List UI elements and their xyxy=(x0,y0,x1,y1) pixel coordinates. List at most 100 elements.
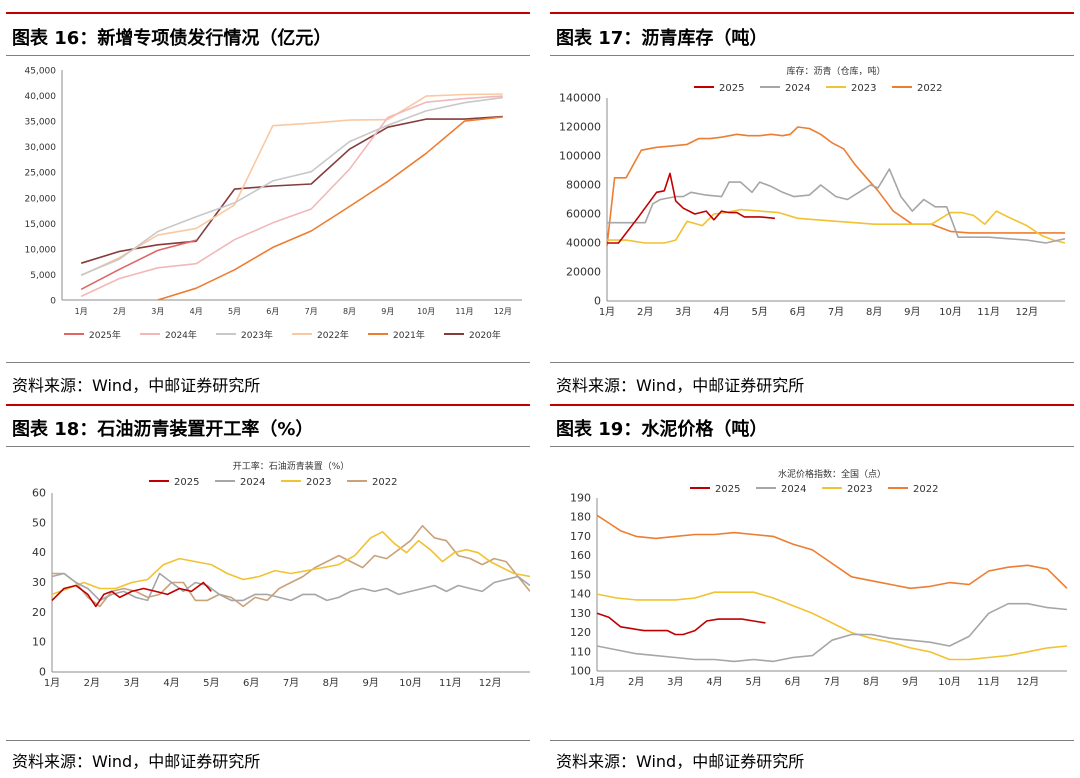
y-tick-label: 150 xyxy=(570,568,591,581)
chart-title: 开工率：石油沥青装置（%） xyxy=(233,460,350,472)
series-line-2023 xyxy=(607,208,1066,244)
source-note: 资料来源：Wind，中邮证券研究所 xyxy=(12,376,261,395)
panel-source-rule xyxy=(550,740,1074,741)
legend-label: 2022 xyxy=(372,477,397,488)
x-tick-label: 8月 xyxy=(866,306,882,318)
series-line-2025 xyxy=(607,172,775,244)
x-tick-label: 1月 xyxy=(589,676,605,688)
x-tick-label: 8月 xyxy=(323,677,339,689)
legend-label: 2022年 xyxy=(317,329,349,341)
series-line-2021年 xyxy=(157,116,503,301)
legend-label: 2025 xyxy=(174,477,199,488)
x-tick-label: 10月 xyxy=(417,307,435,316)
panel-top-rule xyxy=(550,404,1074,406)
x-tick-label: 7月 xyxy=(283,677,299,689)
x-tick-label: 3月 xyxy=(151,307,164,316)
series-line-2024年 xyxy=(80,95,503,298)
x-tick-label: 11月 xyxy=(977,676,1000,688)
y-tick-label: 5,000 xyxy=(30,271,56,281)
x-tick-label: 1月 xyxy=(44,677,60,689)
y-tick-label: 40 xyxy=(32,546,46,559)
x-tick-label: 2月 xyxy=(637,306,653,318)
source-note: 资料来源：Wind，中邮证券研究所 xyxy=(556,752,805,771)
y-tick-label: 40,000 xyxy=(25,92,57,102)
x-tick-label: 3月 xyxy=(675,306,691,318)
panel-top-rule xyxy=(6,404,530,406)
panel-title: 图表 18：石油沥青装置开工率（%） xyxy=(12,419,314,440)
x-tick-label: 5月 xyxy=(228,307,241,316)
legend-label: 2024年 xyxy=(165,329,197,341)
series-line-2025 xyxy=(51,581,212,608)
y-tick-label: 160 xyxy=(570,549,591,562)
x-tick-label: 9月 xyxy=(904,306,920,318)
y-tick-label: 80000 xyxy=(566,179,601,192)
legend-label: 2025 xyxy=(715,484,740,495)
x-tick-label: 6月 xyxy=(785,676,801,688)
panel-title-rule xyxy=(550,55,1074,56)
y-tick-label: 190 xyxy=(570,492,591,505)
legend-label: 2020年 xyxy=(469,329,501,341)
y-tick-label: 60 xyxy=(32,487,46,500)
chart-title: 库存：沥青（仓库，吨） xyxy=(786,65,885,77)
x-tick-label: 6月 xyxy=(266,307,279,316)
legend-label: 2021年 xyxy=(393,329,425,341)
y-tick-label: 15,000 xyxy=(25,220,57,230)
y-tick-label: 30 xyxy=(32,576,46,589)
y-tick-label: 40000 xyxy=(566,237,601,250)
y-tick-label: 50 xyxy=(32,516,46,529)
x-tick-label: 5月 xyxy=(745,676,761,688)
y-tick-label: 10,000 xyxy=(25,245,57,255)
y-tick-label: 140000 xyxy=(559,92,601,105)
x-tick-label: 10月 xyxy=(399,677,422,689)
legend-label: 2024 xyxy=(781,484,806,495)
y-tick-label: 10 xyxy=(32,636,46,649)
x-tick-label: 8月 xyxy=(343,307,356,316)
source-note: 资料来源：Wind，中邮证券研究所 xyxy=(556,376,805,395)
series-line-2022年 xyxy=(80,93,503,277)
y-tick-label: 35,000 xyxy=(25,118,57,128)
series-line-2022 xyxy=(52,525,530,608)
series-line-2023 xyxy=(596,591,1068,661)
x-tick-label: 3月 xyxy=(667,676,683,688)
y-tick-label: 20000 xyxy=(566,266,601,279)
y-tick-label: 0 xyxy=(39,666,46,679)
series-line-2022 xyxy=(606,126,1065,246)
y-tick-label: 45,000 xyxy=(25,67,57,77)
x-tick-label: 11月 xyxy=(977,306,1000,318)
x-tick-label: 11月 xyxy=(455,307,473,316)
legend-label: 2022 xyxy=(917,83,942,94)
x-tick-label: 1月 xyxy=(599,306,615,318)
x-tick-label: 2月 xyxy=(113,307,126,316)
legend-label: 2023 xyxy=(851,83,876,94)
x-tick-label: 12月 xyxy=(1016,676,1039,688)
chart-19: 水泥价格指数：全国（点） 100 110 120 130 140 150 160 170 180 1… xyxy=(570,468,1068,688)
y-tick-label: 25,000 xyxy=(25,169,57,179)
y-tick-label: 120000 xyxy=(559,121,601,134)
source-note: 资料来源：Wind，中邮证券研究所 xyxy=(12,752,261,771)
x-tick-label: 10月 xyxy=(939,306,962,318)
y-tick-label: 20 xyxy=(32,606,46,619)
y-tick-label: 110 xyxy=(570,645,591,658)
y-tick-label: 140 xyxy=(570,588,591,601)
chart-17: 库存：沥青（仓库，吨） 0 20000 40000 60000 80000 100000 12… xyxy=(559,65,1066,318)
legend-label: 2024 xyxy=(240,477,265,488)
legend-label: 2025 xyxy=(719,83,744,94)
x-tick-label: 1月 xyxy=(75,307,88,316)
legend-label: 2025年 xyxy=(89,329,121,341)
x-tick-label: 5月 xyxy=(751,306,767,318)
series-line-2025 xyxy=(596,612,766,636)
panel-title-rule xyxy=(550,446,1074,447)
series-line-2024 xyxy=(607,168,1066,244)
series-line-2023年 xyxy=(80,96,503,276)
panel-title: 图表 19：水泥价格（吨） xyxy=(556,419,768,440)
x-tick-label: 12月 xyxy=(479,677,502,689)
panel-top-rule xyxy=(550,12,1074,14)
legend-label: 2023 xyxy=(306,477,331,488)
x-tick-label: 2月 xyxy=(628,676,644,688)
x-tick-label: 7月 xyxy=(828,306,844,318)
x-tick-label: 4月 xyxy=(706,676,722,688)
y-tick-label: 130 xyxy=(570,607,591,620)
legend-label: 2023 xyxy=(847,484,872,495)
x-tick-label: 3月 xyxy=(123,677,139,689)
panel-title: 图表 16：新增专项债发行情况（亿元） xyxy=(12,28,332,49)
